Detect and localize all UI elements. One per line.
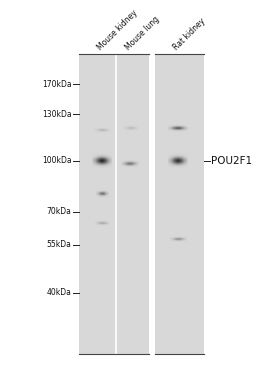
Text: 130kDa: 130kDa bbox=[42, 110, 72, 119]
Text: 55kDa: 55kDa bbox=[47, 240, 72, 249]
Bar bbox=[155, 54, 204, 354]
Text: 70kDa: 70kDa bbox=[47, 207, 72, 216]
Text: 100kDa: 100kDa bbox=[42, 156, 72, 165]
Text: 40kDa: 40kDa bbox=[47, 288, 72, 297]
Text: Mouse kidney: Mouse kidney bbox=[96, 9, 140, 52]
Text: Rat kidney: Rat kidney bbox=[172, 17, 207, 52]
Text: POU2F1: POU2F1 bbox=[211, 156, 252, 166]
Text: Mouse lung: Mouse lung bbox=[124, 15, 161, 52]
Bar bbox=[79, 54, 149, 354]
Text: 170kDa: 170kDa bbox=[42, 80, 72, 89]
